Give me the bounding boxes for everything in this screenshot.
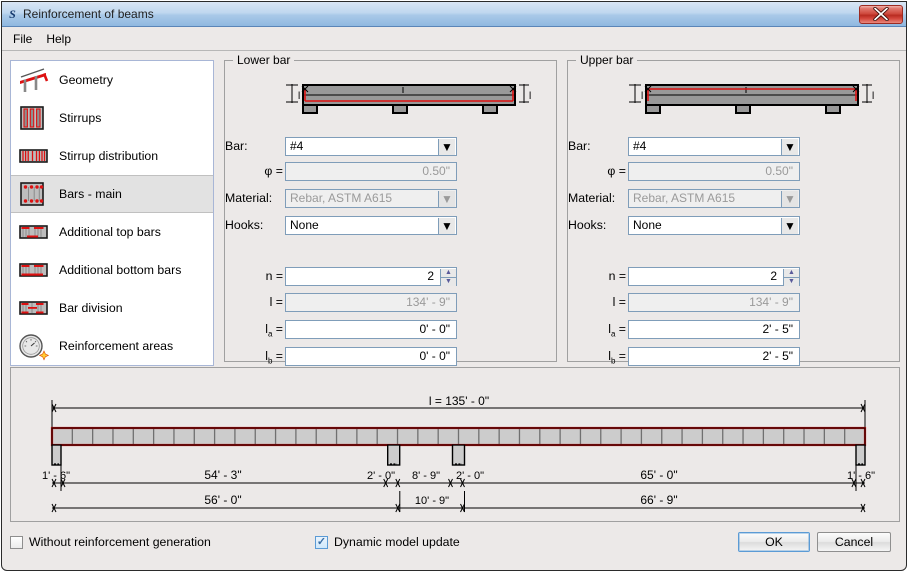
- svg-text:l: l: [872, 91, 874, 102]
- svg-text:l: l: [529, 91, 531, 102]
- svg-text:8' - 9": 8' - 9": [412, 470, 440, 482]
- svg-text:2' - 0": 2' - 0": [456, 470, 484, 482]
- svg-text:1' - 6": 1' - 6": [42, 470, 70, 482]
- svg-text:l = 135' - 0": l = 135' - 0": [429, 394, 489, 408]
- svg-text:54' - 3": 54' - 3": [204, 468, 241, 482]
- svg-text:l: l: [641, 91, 643, 102]
- svg-text:2' - 0": 2' - 0": [367, 470, 395, 482]
- svg-text:56' - 0": 56' - 0": [204, 493, 241, 507]
- svg-text:10' - 9": 10' - 9": [415, 495, 449, 507]
- svg-text:66' - 9": 66' - 9": [640, 493, 677, 507]
- svg-text:65' - 0": 65' - 0": [640, 468, 677, 482]
- svg-text:l: l: [298, 91, 300, 102]
- svg-text:1' - 6": 1' - 6": [847, 470, 875, 482]
